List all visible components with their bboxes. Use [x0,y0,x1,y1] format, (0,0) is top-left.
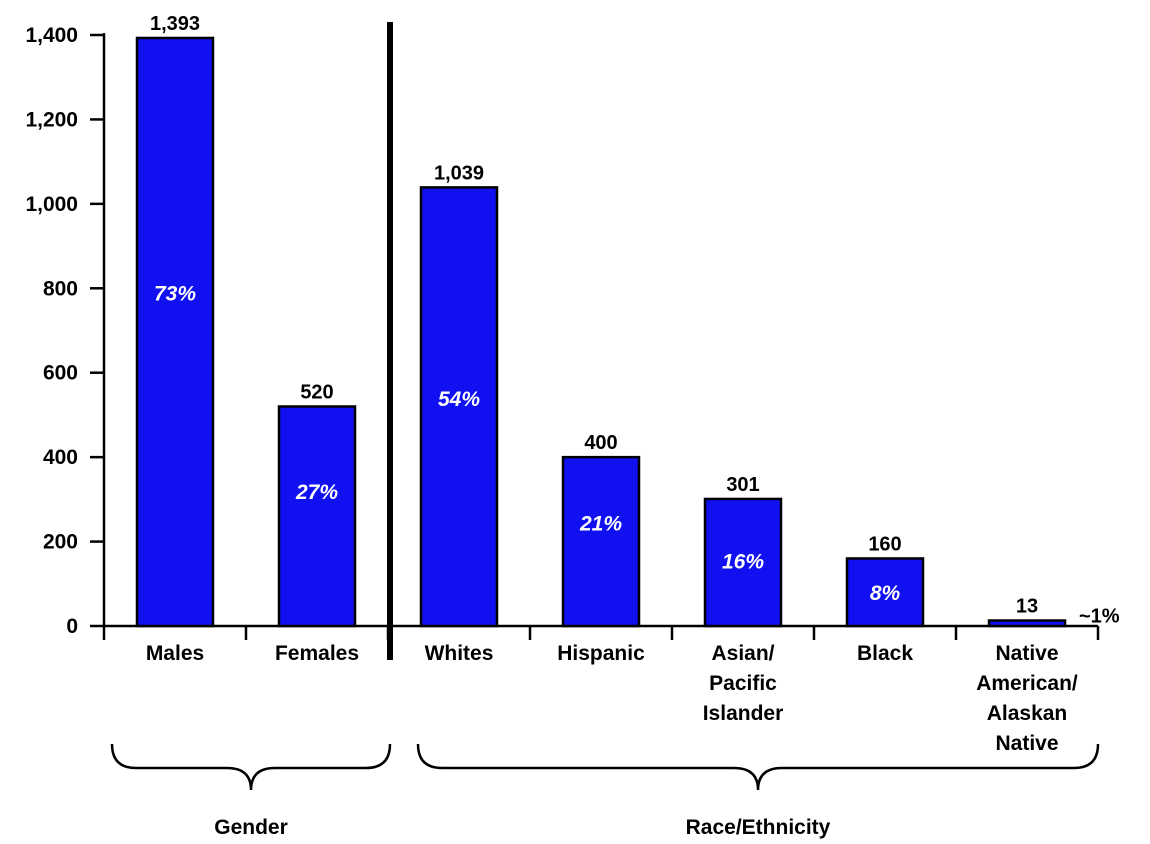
category-label: Asian/ [711,642,774,665]
y-tick-label: 600 [43,362,78,385]
percent-label: 8% [870,582,901,605]
y-tick-label: 800 [43,277,78,300]
category-label: Hispanic [557,642,645,665]
value-label: 1,039 [434,162,484,184]
y-tick-label: 400 [43,446,78,469]
bar-labels: 1,393 73% Males 520 27% Females 1,039 54% Whites… [146,13,1120,755]
bar [703,497,783,628]
category-label: Native [995,642,1058,665]
y-tick-label: 1,200 [25,108,78,131]
percent-label: 54% [438,388,480,411]
y-axis: 0 200 400 600 800 1,000 1,200 1,400 [25,24,106,638]
value-label: 160 [868,533,901,555]
value-label: 400 [584,432,617,454]
category-label: Whites [425,642,494,665]
bar [845,557,925,628]
y-tick-label: 200 [43,531,78,554]
percent-label: 16% [722,551,764,574]
y-tick-label: 0 [66,615,78,638]
category-label: American/ [976,672,1078,695]
group-brace [110,743,392,791]
value-label: 1,393 [150,13,200,35]
percent-label: 27% [295,481,338,504]
category-label: Females [275,642,359,665]
side-note-label: ~1% [1079,606,1120,628]
bar [561,455,641,628]
y-tick-label: 1,400 [25,24,78,47]
value-label: 520 [300,381,333,403]
percent-label: 21% [579,513,622,536]
value-label: 301 [726,474,759,496]
group-label: Race/Ethnicity [686,816,831,839]
group-braces: Gender Race/Ethnicity [110,743,1100,839]
category-label: Alaskan [987,702,1068,725]
category-label: Pacific [709,672,777,695]
group-label: Gender [214,816,288,839]
y-tick-label: 1,000 [25,193,78,216]
bar [419,186,499,628]
bar [987,619,1067,628]
category-label: Native [995,732,1058,755]
group-brace [416,743,1100,791]
category-label: Males [146,642,204,665]
percent-label: 73% [154,283,196,306]
category-label: Black [857,642,913,665]
bar [135,36,215,628]
category-label: Islander [703,702,784,725]
bar [277,405,357,628]
bars [135,36,1067,628]
value-label: 13 [1016,596,1038,618]
x-axis [102,624,1100,640]
